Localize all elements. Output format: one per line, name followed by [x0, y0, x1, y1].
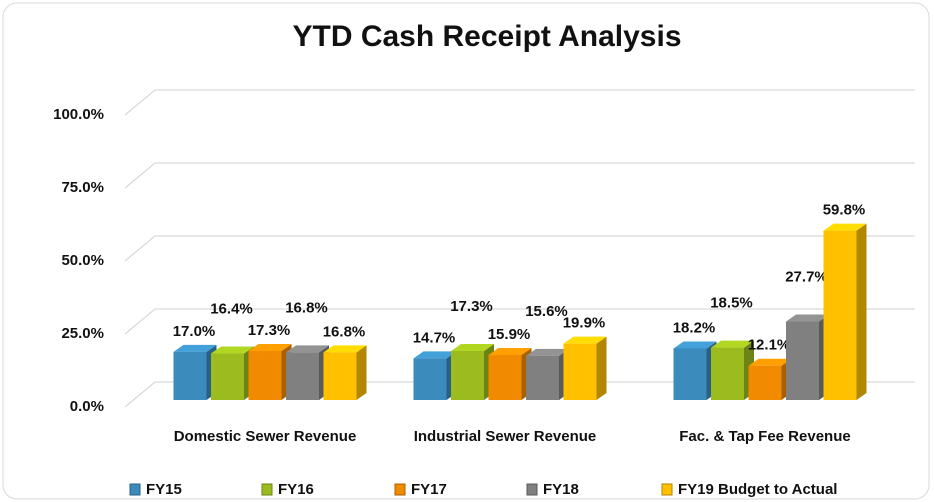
bar-front	[823, 230, 857, 400]
bar	[413, 351, 457, 400]
bar-front	[451, 350, 484, 400]
bar	[173, 344, 217, 400]
bar-front	[786, 321, 819, 400]
legend-label: FY15	[146, 481, 182, 498]
value-label: 18.2%	[673, 319, 716, 336]
grid-line	[124, 235, 915, 262]
bar	[248, 343, 292, 400]
bar-front	[526, 355, 559, 400]
bar	[673, 341, 717, 400]
bar-front	[248, 350, 282, 400]
bar-front	[211, 353, 244, 400]
bar-front	[673, 348, 707, 400]
legend-label: FY19 Budget to Actual	[678, 481, 837, 498]
bar-top	[526, 348, 569, 356]
value-label: 15.9%	[488, 326, 531, 343]
bar-top	[173, 344, 217, 352]
x-tick-label: Domestic Sewer Revenue	[174, 428, 357, 445]
bar-front	[711, 347, 744, 400]
value-label: 14.7%	[413, 329, 456, 346]
bar	[526, 348, 569, 400]
bar-top	[323, 345, 367, 353]
x-tick-label: Industrial Sewer Revenue	[414, 428, 597, 445]
value-label: 17.0%	[173, 323, 216, 340]
bar-top	[248, 343, 292, 351]
bar-top	[786, 314, 829, 322]
bar-front	[286, 352, 319, 400]
bar	[286, 345, 329, 400]
bar-side	[856, 223, 867, 400]
legend-swatch	[394, 483, 406, 496]
legend-label: FY16	[278, 481, 314, 498]
value-label: 12.1%	[748, 337, 791, 354]
bar	[823, 223, 867, 400]
bar-top	[673, 341, 717, 349]
legend-label: FY17	[411, 481, 447, 498]
bar	[211, 346, 254, 400]
value-label: 15.6%	[525, 303, 568, 320]
bar-top	[823, 223, 867, 231]
y-tick-label: 75.0%	[61, 179, 104, 196]
bar	[323, 345, 367, 400]
legend-swatch	[526, 483, 538, 496]
value-label: 16.8%	[285, 299, 328, 316]
grid-line	[124, 89, 915, 116]
value-label: 17.3%	[248, 322, 291, 339]
y-tick-label: 100.0%	[53, 106, 104, 123]
bar-front	[173, 351, 207, 400]
y-tick-label: 50.0%	[61, 252, 104, 269]
grid-line	[124, 381, 915, 408]
bar-side	[596, 336, 607, 400]
bar-top	[211, 346, 254, 354]
bar-top	[413, 351, 457, 359]
value-label: 27.7%	[785, 269, 828, 286]
bar-top	[711, 340, 754, 348]
y-tick-label: 25.0%	[61, 325, 104, 342]
bar-side	[356, 345, 367, 400]
bar	[451, 343, 494, 400]
value-label: 16.8%	[323, 323, 366, 340]
value-label: 18.5%	[710, 295, 753, 312]
bar-front	[488, 354, 522, 400]
bar-top	[563, 336, 607, 344]
grid-line	[124, 308, 915, 335]
bar-front	[323, 352, 357, 400]
chart-title: YTD Cash Receipt Analysis	[292, 20, 681, 53]
bar-front	[748, 365, 782, 400]
value-label: 19.9%	[563, 315, 606, 332]
bar-top	[286, 345, 329, 353]
bar	[563, 336, 607, 400]
bar-top	[488, 347, 532, 355]
bar	[748, 358, 792, 400]
y-tick-label: 0.0%	[70, 398, 104, 415]
legend-swatch	[661, 483, 673, 496]
bar-front	[413, 358, 447, 400]
x-tick-label: Fac. & Tap Fee Revenue	[679, 428, 850, 445]
value-label: 59.8%	[823, 202, 866, 219]
bar	[711, 340, 754, 400]
value-label: 16.4%	[210, 301, 253, 318]
bar-top	[748, 358, 792, 366]
bar-top	[451, 343, 494, 351]
bar	[786, 314, 829, 400]
grid-line	[124, 162, 915, 189]
bar-front	[563, 343, 597, 400]
legend-swatch	[129, 483, 141, 496]
bar	[488, 347, 532, 400]
value-label: 17.3%	[450, 298, 493, 315]
legend-swatch	[261, 483, 273, 496]
legend-label: FY18	[543, 481, 579, 498]
